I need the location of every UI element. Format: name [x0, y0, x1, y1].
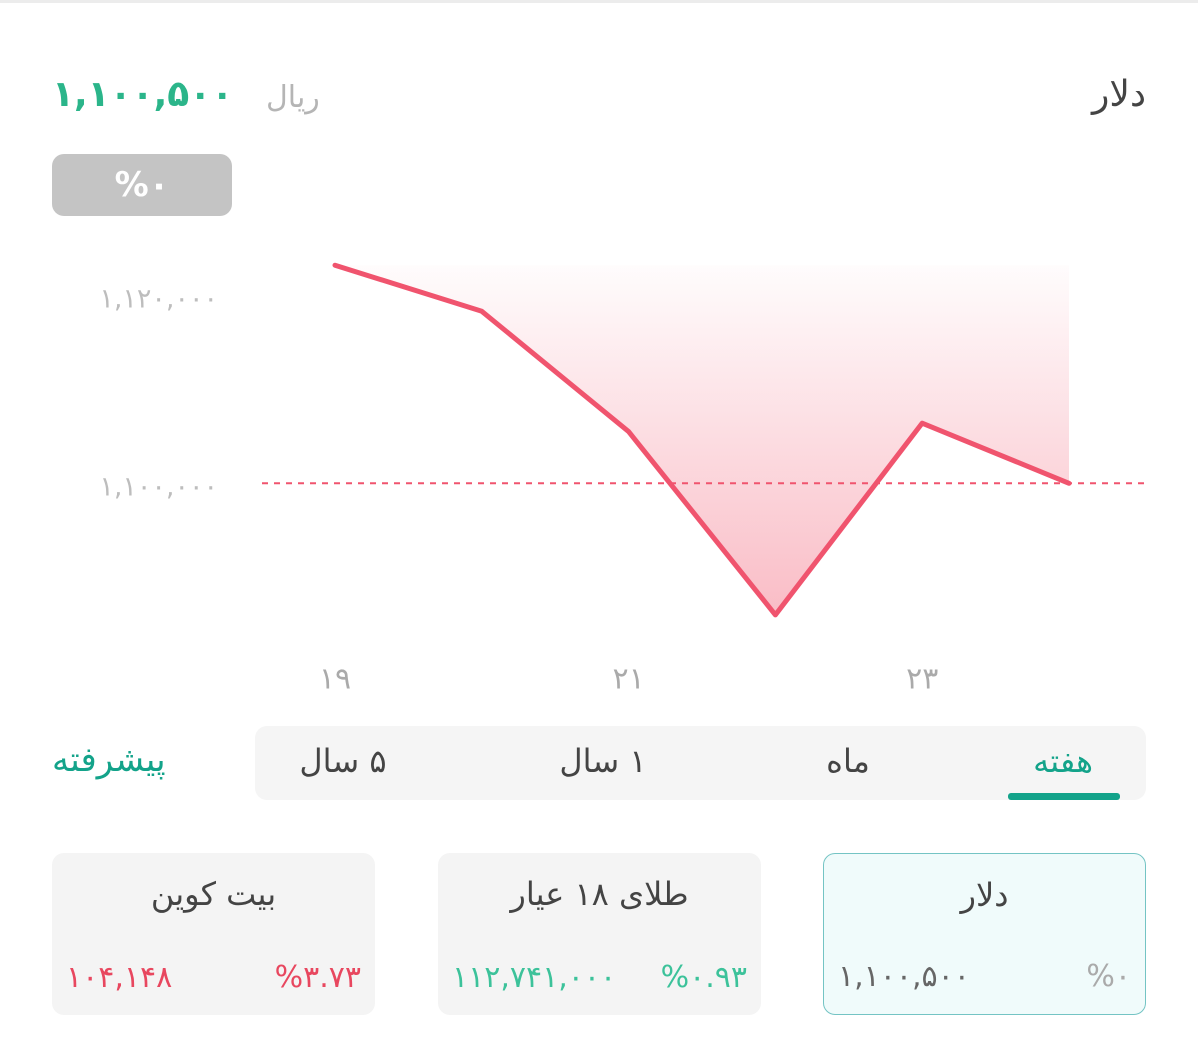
card-value: ۱,۱۰۰,۵۰۰: [838, 959, 970, 994]
range-tabs: [255, 726, 1146, 800]
card-value: ۱۱۲,۷۴۱,۰۰۰: [452, 960, 617, 995]
top-divider: [0, 0, 1198, 3]
price-line: [332, 262, 1072, 618]
asset-card[interactable]: طلای ۱۸ عیار ۱۱۲,۷۴۱,۰۰۰ %۰.۹۳: [438, 853, 761, 1015]
advanced-link[interactable]: پیشرفته: [52, 740, 166, 780]
change-badge: %۰: [52, 154, 232, 216]
card-name: طلای ۱۸ عیار: [510, 875, 689, 913]
x-tick-label: ۱۹: [319, 662, 351, 697]
card-name: بیت کوین: [150, 875, 277, 913]
asset-card[interactable]: دلار ۱,۱۰۰,۵۰۰ %۰: [823, 853, 1146, 1015]
tab-5-year[interactable]: ۵ سال: [299, 742, 387, 780]
card-name: دلار: [960, 876, 1009, 914]
card-change: %۳.۷۳: [274, 960, 361, 995]
x-tick-label: ۲۱: [612, 662, 644, 697]
current-price: ۱,۱۰۰,۵۰۰: [52, 74, 234, 115]
x-tick-label: ۲۳: [906, 662, 938, 697]
y-tick-label: ۱,۱۰۰,۰۰۰: [99, 472, 218, 503]
y-tick-label: ۱,۱۲۰,۰۰۰: [99, 284, 218, 315]
active-tab-indicator: [1008, 793, 1120, 800]
card-value: ۱۰۴,۱۴۸: [66, 960, 173, 995]
card-change: %۰: [1086, 959, 1131, 994]
asset-card[interactable]: بیت کوین ۱۰۴,۱۴۸ %۳.۷۳: [52, 853, 375, 1015]
tab-year[interactable]: ۱ سال: [559, 742, 647, 780]
card-change: %۰.۹۳: [660, 960, 747, 995]
tab-week[interactable]: هفته: [1033, 742, 1093, 780]
price-unit: ریال: [266, 80, 320, 115]
tab-month[interactable]: ماه: [826, 742, 870, 780]
asset-title: دلار: [1092, 74, 1146, 115]
area-fill: [335, 265, 1069, 615]
price-chart: ۱,۱۰۰,۰۰۰ ۱,۱۲۰,۰۰۰ ۱۹ ۲۱ ۲۳: [99, 262, 1146, 697]
